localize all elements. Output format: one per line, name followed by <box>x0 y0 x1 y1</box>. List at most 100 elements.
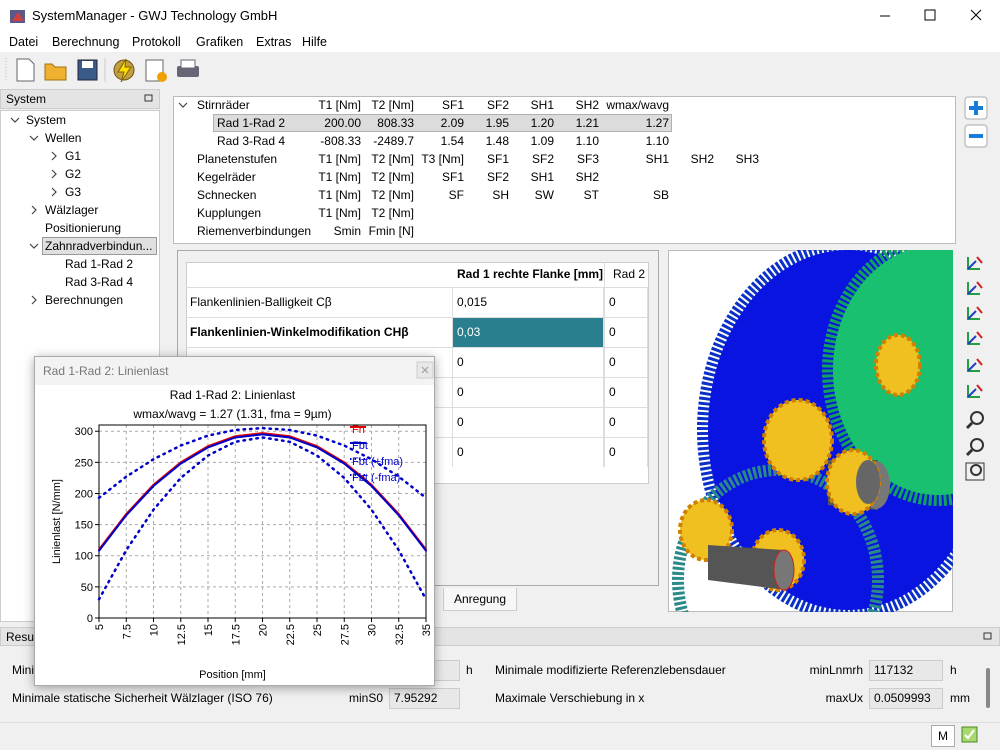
menu-item[interactable]: Grafiken <box>196 33 243 51</box>
view-icon <box>977 385 982 391</box>
view-icon <box>977 307 982 313</box>
y-tick-label: 200 <box>75 488 93 500</box>
cell: 1.10 <box>519 132 599 150</box>
row-label[interactable]: Rad 3-Rad 4 <box>217 132 285 150</box>
chevron <box>52 188 56 196</box>
menu-item[interactable]: Protokoll <box>132 33 181 51</box>
view-icon <box>977 359 982 365</box>
window-controls <box>860 0 1000 32</box>
chart-title: Rad 1-Rad 2: Linienlast <box>170 388 296 402</box>
result-unit: mm <box>950 689 970 707</box>
x-tick-label: 17.5 <box>230 624 242 645</box>
column-header: SH3 <box>679 150 759 168</box>
system-panel-title: System <box>6 90 46 108</box>
column-header: SF3 <box>519 150 599 168</box>
x-tick-label: 30 <box>367 624 379 636</box>
tree-item[interactable]: Positionierung <box>45 219 121 237</box>
cell[interactable]: 0 <box>604 317 648 347</box>
column-header: Fmin [N] <box>334 222 414 240</box>
x-tick-label: 12.5 <box>176 624 188 645</box>
y-tick-label: 100 <box>75 551 93 563</box>
tree-item[interactable]: Rad 3-Rad 4 <box>65 273 133 291</box>
zoom-icon <box>971 412 983 424</box>
open-icon <box>45 64 66 80</box>
tree-item[interactable]: System <box>26 111 66 129</box>
column-header: ST <box>519 186 599 204</box>
x-tick-label: 32.5 <box>394 624 406 645</box>
menu-item[interactable]: Datei <box>9 33 38 51</box>
tree-item[interactable]: Wälzlager <box>45 201 98 219</box>
result-label: Minimale statische Sicherheit Wälzlager … <box>12 689 273 707</box>
row-label[interactable]: Rad 1-Rad 2 <box>217 114 285 132</box>
menu-item[interactable]: Hilfe <box>302 33 327 51</box>
mode-button[interactable]: M <box>931 725 955 747</box>
results-title: Resul <box>6 628 37 646</box>
tree-expander <box>178 100 188 110</box>
status-ok-icon <box>961 726 979 744</box>
tree-expander <box>10 115 20 125</box>
view-icon <box>968 286 976 294</box>
cell[interactable]: 0,015 <box>452 287 604 317</box>
legend-label: Fbt (+fma) <box>352 456 403 468</box>
column-header: wmax/wavg <box>589 96 669 114</box>
new-file-icon <box>17 59 34 81</box>
float-button <box>143 92 155 104</box>
group-label: Planetenstufen <box>197 150 277 168</box>
x-tick-label: 27.5 <box>339 624 351 645</box>
result-field: 117132 <box>869 660 943 681</box>
result-label: Maximale Verschiebung in x <box>495 689 644 707</box>
view-icon <box>968 261 976 269</box>
x-tick-label: 20 <box>258 624 270 636</box>
tree-item[interactable]: Wellen <box>45 129 81 147</box>
tree-item[interactable]: Zahnradverbindun... <box>45 237 152 255</box>
table-header: Rad 2 r <box>605 262 648 287</box>
result-label: Minimale modifizierte Referenzlebensdaue… <box>495 661 726 679</box>
row: Flankenlinien-Balligkeit Cβ <box>186 287 452 317</box>
tree-expander <box>29 133 39 143</box>
chevron <box>32 206 36 214</box>
cell[interactable]: 0 <box>604 347 648 377</box>
menu-item[interactable]: Berechnung <box>52 33 119 51</box>
cell[interactable]: 0 <box>604 377 648 407</box>
cell[interactable]: 0 <box>604 407 648 437</box>
cell: 1.27 <box>589 114 669 132</box>
view-icon <box>968 389 976 397</box>
tree-item[interactable]: Rad 1-Rad 2 <box>65 255 133 273</box>
tab[interactable]: Anregung <box>443 588 517 611</box>
zoom-icon <box>971 439 983 451</box>
tree-item[interactable]: G1 <box>65 147 81 165</box>
popup-window: Rad 1-Rad 2: LinienlastRad 1-Rad 2: Lini… <box>34 356 435 686</box>
cell[interactable]: 0 <box>452 347 604 377</box>
shaft-end <box>774 550 794 590</box>
chevron <box>52 152 56 160</box>
tree-item[interactable]: G2 <box>65 165 81 183</box>
y-tick-label: 250 <box>75 457 93 469</box>
x-tick-label: 15 <box>203 624 215 636</box>
print-icon-paper <box>181 60 195 68</box>
view-icon <box>977 332 982 338</box>
legend-label: Fbt <box>352 440 368 452</box>
cell[interactable]: 0 <box>452 407 604 437</box>
chevron <box>32 296 36 304</box>
menu-item[interactable]: Extras <box>256 33 291 51</box>
shaft-end <box>856 460 880 504</box>
result-field: 7.95292 <box>389 688 460 709</box>
cell[interactable]: 0 <box>452 437 604 467</box>
tree-expander <box>29 205 39 215</box>
3d-view <box>668 250 953 612</box>
result-symbol: minS0 <box>303 689 383 707</box>
cell: 1.21 <box>519 114 599 132</box>
view-icon <box>977 282 982 288</box>
result-unit: h <box>950 661 957 679</box>
cell[interactable]: 0 <box>604 287 648 317</box>
tree-item[interactable]: G3 <box>65 183 81 201</box>
table-header: Rad 1 rechte Flanke [mm] <box>452 262 605 287</box>
tree-item[interactable]: Berechnungen <box>45 291 123 309</box>
cell[interactable]: 0 <box>452 377 604 407</box>
tree-expander <box>29 295 39 305</box>
cell[interactable]: 0,03 <box>452 317 604 347</box>
chevron <box>52 170 56 178</box>
cell[interactable]: 0 <box>604 437 648 467</box>
